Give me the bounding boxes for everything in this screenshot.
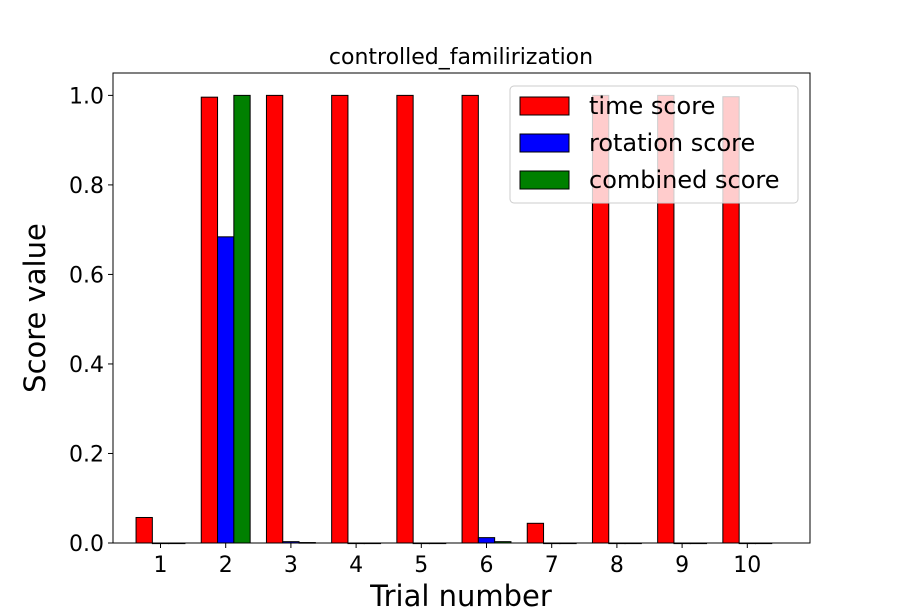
y-tick-label: 1.0: [69, 84, 104, 109]
x-tick-label: 4: [349, 553, 363, 578]
legend-swatch-rotation-score: [519, 133, 570, 153]
bar-combined-score-6: [494, 541, 512, 544]
x-tick-label: 7: [545, 553, 559, 578]
x-tick-label: 2: [219, 553, 233, 578]
x-tick-label: 10: [733, 553, 761, 578]
bar-combined-score-2: [233, 94, 251, 544]
legend-label-rotation-score: rotation score: [589, 129, 755, 157]
legend-label-time-score: time score: [589, 92, 715, 120]
bars: [135, 94, 773, 545]
bar-time-score-2: [200, 96, 219, 544]
x-axis: 1 2 3 4 5 6 7 8 9 10: [154, 543, 761, 578]
bar-rotation-score-2: [217, 236, 235, 544]
bar-combined-score-3: [298, 542, 316, 544]
legend-swatch-time-score: [519, 96, 570, 116]
bar-time-score-4: [331, 94, 349, 544]
bar-combined-score-4: [363, 542, 382, 545]
y-tick-label: 0.4: [69, 353, 104, 378]
bar-rotation-score-6: [477, 537, 496, 544]
chart-title: controlled_familirization: [329, 45, 593, 70]
bar-combined-score-9: [689, 542, 708, 545]
legend-frame: [509, 85, 799, 204]
bar-combined-score-10: [754, 542, 773, 545]
bar-time-score-3: [265, 94, 284, 544]
y-tick-label: 0.2: [69, 442, 104, 467]
bar-time-score-6: [461, 94, 479, 544]
plot-area: [112, 72, 811, 544]
x-tick-label: 6: [480, 553, 494, 578]
y-tick-label: 0.8: [69, 174, 104, 199]
legend-swatch-combined-score: [519, 170, 570, 190]
bar-time-score-1: [135, 516, 153, 544]
legend: time score rotation score combined score: [509, 85, 799, 204]
y-axis: 0.0 0.2 0.4 0.6 0.8 1.0: [69, 84, 113, 557]
bar-combined-score-5: [428, 542, 447, 545]
bar-combined-score-7: [559, 542, 577, 545]
x-tick-label: 3: [284, 553, 298, 578]
y-tick-label: 0.0: [69, 532, 104, 557]
bar-combined-score-1: [168, 542, 186, 545]
y-axis-label: Score value: [18, 223, 52, 393]
x-tick-label: 5: [414, 553, 428, 578]
bar-time-score-7: [526, 522, 545, 544]
bar-combined-score-8: [624, 542, 642, 545]
x-tick-label: 1: [154, 553, 168, 578]
y-tick-label: 0.6: [69, 263, 104, 288]
x-tick-label: 8: [610, 553, 624, 578]
x-axis-label: Trial number: [369, 579, 552, 610]
legend-label-combined-score: combined score: [589, 166, 780, 194]
bar-time-score-5: [396, 94, 414, 544]
bar-rotation-score-3: [282, 541, 300, 544]
x-tick-label: 9: [675, 553, 689, 578]
